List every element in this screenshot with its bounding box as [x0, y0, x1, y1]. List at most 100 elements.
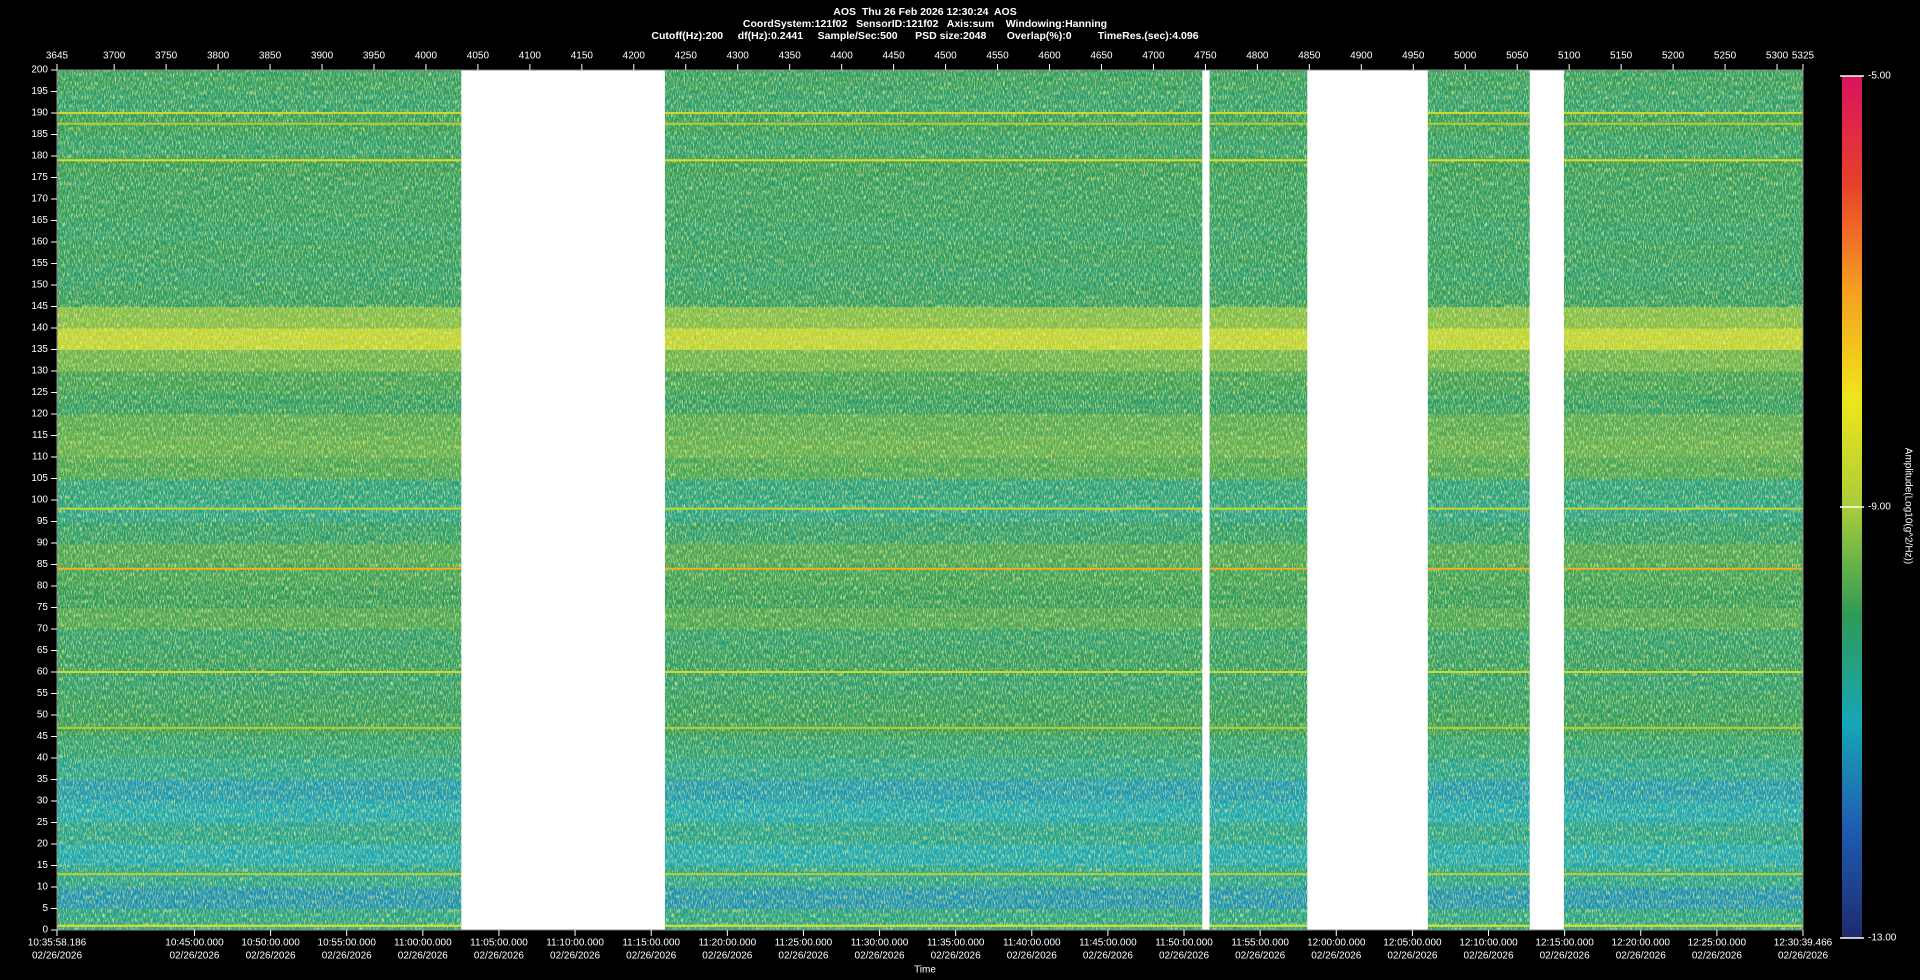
bottom-tick-label: 11:40:00.000 [1003, 938, 1061, 949]
bottom-tick-label: 10:55:00.000 [318, 938, 377, 949]
y-tick-label: 70 [37, 624, 49, 635]
y-tick-label: 0 [42, 925, 48, 936]
bottom-tick-date: 02/26/2026 [246, 951, 296, 962]
bottom-tick-label: 12:30:39.466 [1774, 938, 1833, 949]
bottom-tick-label: 10:50:00.000 [241, 938, 300, 949]
bottom-tick-label: 12:15:00.000 [1535, 938, 1594, 949]
y-tick-label: 50 [37, 710, 49, 721]
top-tick-label: 4150 [571, 51, 594, 62]
y-tick-label: 150 [31, 280, 48, 291]
y-tick-label: 130 [31, 366, 48, 377]
bottom-tick-date: 02/26/2026 [322, 951, 372, 962]
top-tick-label: 4000 [415, 51, 438, 62]
y-tick-label: 115 [32, 430, 48, 441]
colorbar-label: Amplitude(Log10(g^2/Hz)) [1902, 448, 1913, 564]
x-axis-label: Time [914, 965, 936, 976]
top-tick-label: 5300 [1766, 51, 1789, 62]
y-tick-label: 60 [37, 667, 49, 678]
top-tick-label: 3645 [46, 51, 69, 62]
bottom-tick-date: 02/26/2026 [778, 951, 828, 962]
y-tick-label: 85 [37, 559, 49, 570]
y-tick-label: 170 [31, 194, 48, 205]
top-tick-label: 3800 [207, 51, 230, 62]
top-tick-label: 4650 [1090, 51, 1113, 62]
plot-area [57, 70, 1803, 931]
top-tick-label: 3750 [155, 51, 178, 62]
bottom-tick-date: 02/26/2026 [855, 951, 905, 962]
texture [664, 70, 1203, 930]
bottom-tick-label: 11:45:00.000 [1079, 938, 1137, 949]
top-tick-label: 4800 [1246, 51, 1269, 62]
top-tick-label: 4450 [883, 51, 906, 62]
top-tick-label: 3900 [311, 51, 334, 62]
y-tick-label: 65 [37, 645, 49, 656]
bottom-tick-date: 02/26/2026 [1083, 951, 1133, 962]
y-tick-label: 30 [37, 796, 49, 807]
y-tick-label: 175 [31, 172, 48, 183]
y-tick-label: 140 [31, 323, 48, 334]
bottom-tick-label: 12:20:00.000 [1612, 938, 1671, 949]
y-tick-label: 40 [37, 753, 49, 764]
bottom-tick-date: 02/26/2026 [550, 951, 600, 962]
y-tick-label: 100 [31, 495, 48, 506]
y-tick-label: 10 [37, 882, 49, 893]
y-tick-label: 180 [31, 151, 48, 162]
y-tick-label: 5 [42, 903, 48, 914]
top-tick-label: 5250 [1714, 51, 1737, 62]
top-tick-label: 4500 [934, 51, 957, 62]
bottom-tick-label: 11:50:00.000 [1155, 938, 1213, 949]
bottom-tick-date: 02/26/2026 [1311, 951, 1361, 962]
bottom-tick-label: 11:05:00.000 [470, 938, 528, 949]
y-tick-label: 200 [31, 65, 48, 76]
top-tick-label: 4850 [1298, 51, 1321, 62]
bottom-tick-date: 02/26/2026 [1007, 951, 1057, 962]
bottom-tick-date: 02/26/2026 [1616, 951, 1666, 962]
y-tick-label: 15 [37, 860, 49, 871]
top-tick-label: 4750 [1194, 51, 1217, 62]
bottom-tick-date: 02/26/2026 [626, 951, 676, 962]
y-tick-label: 95 [37, 516, 49, 527]
top-tick-label: 5325 [1792, 51, 1815, 62]
colorbar-tick-label: -9.00 [1868, 502, 1891, 513]
bottom-tick-date: 02/26/2026 [931, 951, 981, 962]
bottom-tick-date: 02/26/2026 [1692, 951, 1742, 962]
y-tick-label: 45 [37, 731, 49, 742]
top-tick-label: 4400 [831, 51, 854, 62]
bottom-tick-label: 12:25:00.000 [1688, 938, 1747, 949]
top-tick-label: 5200 [1662, 51, 1685, 62]
top-tick-label: 4050 [467, 51, 490, 62]
bottom-tick-date: 02/26/2026 [1463, 951, 1513, 962]
bottom-tick-date: 02/26/2026 [398, 951, 448, 962]
bottom-tick-label: 12:05:00.000 [1383, 938, 1442, 949]
bottom-tick-label: 10:35:58.186 [28, 938, 87, 949]
bottom-tick-label: 10:45:00.000 [165, 938, 224, 949]
y-tick-label: 165 [31, 215, 48, 226]
y-tick-label: 125 [31, 387, 48, 398]
bottom-tick-label: 11:00:00.000 [394, 938, 452, 949]
top-tick-label: 4300 [727, 51, 750, 62]
y-tick-label: 120 [31, 409, 48, 420]
y-tick-label: 185 [31, 129, 48, 140]
top-tick-label: 3850 [259, 51, 282, 62]
bottom-tick-date: 02/26/2026 [1387, 951, 1437, 962]
chart-title: AOS Thu 26 Feb 2026 12:30:24 AOS [833, 6, 1016, 18]
chart-subtitle: CoordSystem:121f02 SensorID:121f02 Axis:… [743, 18, 1107, 30]
bottom-tick-date: 02/26/2026 [1159, 951, 1209, 962]
y-tick-label: 90 [37, 538, 49, 549]
y-tick-label: 35 [37, 774, 49, 785]
bottom-tick-date: 02/26/2026 [702, 951, 752, 962]
bottom-tick-date: 02/26/2026 [1235, 951, 1285, 962]
colorbar-tick-label: -5.00 [1868, 71, 1891, 82]
bottom-tick-label: 12:10:00.000 [1459, 938, 1518, 949]
bottom-tick-date: 02/26/2026 [1778, 951, 1828, 962]
top-tick-label: 4950 [1402, 51, 1425, 62]
texture [57, 70, 462, 930]
bottom-tick-date: 02/26/2026 [474, 951, 524, 962]
bottom-tick-label: 11:15:00.000 [622, 938, 680, 949]
y-tick-label: 25 [37, 817, 49, 828]
top-tick-label: 5050 [1506, 51, 1529, 62]
top-tick-label: 3700 [103, 51, 126, 62]
top-tick-label: 4350 [779, 51, 802, 62]
top-tick-label: 4550 [986, 51, 1009, 62]
